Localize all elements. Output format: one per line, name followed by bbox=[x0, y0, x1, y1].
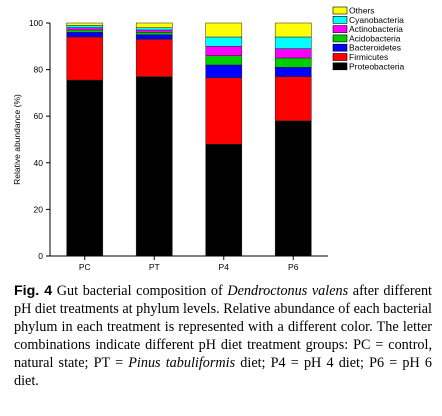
bar-p6-cyanobacteria bbox=[274, 36, 312, 49]
y-ticks-group: 0 20 40 60 80 100 bbox=[29, 18, 50, 261]
bar-p4-others bbox=[205, 22, 243, 38]
legend-label-cyanobacteria: Cyanobacteria bbox=[349, 15, 404, 25]
y-tick-label-40: 40 bbox=[34, 158, 44, 168]
stacked-bar-chart: 0 20 40 60 80 100 PC PT P4 P6 Relative abundance… bbox=[12, 6, 405, 273]
y-tick-label-60: 60 bbox=[34, 111, 44, 121]
y-tick-label-100: 100 bbox=[29, 18, 43, 28]
x-tick-label-p6: P6 bbox=[288, 262, 299, 272]
bar-p4-bacteroidetes bbox=[205, 64, 243, 79]
bar-p4-actinobacteria bbox=[205, 46, 243, 56]
caption-text-2: after different pH diet treatments at ph… bbox=[14, 283, 432, 371]
bar-pc-cyanobacteria bbox=[66, 25, 104, 28]
x-ticks-group: PC PT P4 P6 bbox=[79, 256, 299, 272]
bar-p4-proteobacteria bbox=[205, 143, 243, 257]
bar-p4-acidobacteria bbox=[205, 55, 243, 66]
bar-pt-others bbox=[135, 22, 173, 28]
bar-pc-proteobacteria bbox=[66, 79, 104, 257]
bar-pc-acidobacteria bbox=[66, 29, 104, 33]
bar-p6-acidobacteria bbox=[274, 57, 312, 68]
figure-label: Fig. 4 bbox=[14, 283, 53, 299]
bar-pt-bacteroidetes bbox=[135, 34, 173, 40]
bar-pc-others bbox=[66, 22, 104, 26]
bar-p6-actinobacteria bbox=[274, 48, 312, 59]
y-tick-label-80: 80 bbox=[34, 65, 44, 75]
bar-pt-acidobacteria bbox=[135, 32, 173, 35]
x-tick-label-pc: PC bbox=[79, 262, 91, 272]
bar-pc-firmicutes bbox=[66, 36, 104, 81]
bar-pt-actinobacteria bbox=[135, 29, 173, 33]
legend-label-others: Others bbox=[349, 6, 375, 16]
bar-p6-firmicutes bbox=[274, 76, 312, 122]
caption-body: Gut bacterial composition of Dendroctonu… bbox=[14, 283, 432, 389]
legend: OthersCyanobacteriaActinobacteriaAcidoba… bbox=[332, 6, 405, 71]
legend-label-acidobacteria: Acidobacteria bbox=[349, 33, 401, 43]
bar-pt-proteobacteria bbox=[135, 76, 173, 257]
bar-p6-bacteroidetes bbox=[274, 67, 312, 77]
legend-swatch-acidobacteria bbox=[332, 34, 348, 43]
caption-text-4: diet; P4 = pH 4 diet; P6 = pH 6 diet. bbox=[14, 355, 432, 389]
bar-p6-others bbox=[274, 22, 312, 38]
caption-text-3: Pinus tabuliformis bbox=[128, 355, 236, 371]
bar-p6-proteobacteria bbox=[274, 120, 312, 257]
bars-group bbox=[66, 22, 312, 257]
x-tick-label-p4: P4 bbox=[219, 262, 230, 272]
legend-label-firmicutes: Firmicutes bbox=[349, 52, 388, 62]
legend-swatch-others bbox=[332, 6, 348, 15]
caption-text-1: Dendroctonus valens bbox=[227, 283, 349, 299]
bar-p4-firmicutes bbox=[205, 77, 243, 145]
y-tick-label-20: 20 bbox=[34, 204, 44, 214]
bar-pt-cyanobacteria bbox=[135, 27, 173, 31]
bar-pc-actinobacteria bbox=[66, 27, 104, 31]
bar-p4-cyanobacteria bbox=[205, 36, 243, 47]
legend-label-bacteroidetes: Bacteroidetes bbox=[349, 43, 401, 53]
legend-swatch-bacteroidetes bbox=[332, 43, 348, 52]
legend-swatch-proteobacteria bbox=[332, 62, 348, 71]
caption-text-0: Gut bacterial composition of bbox=[52, 283, 228, 299]
legend-label-proteobacteria: Proteobacteria bbox=[349, 61, 405, 71]
legend-swatch-actinobacteria bbox=[332, 25, 348, 33]
legend-swatch-cyanobacteria bbox=[332, 15, 348, 24]
y-axis-title: Relative abundance (%) bbox=[12, 94, 22, 185]
legend-label-actinobacteria: Actinobacteria bbox=[349, 24, 403, 34]
y-tick-label-0: 0 bbox=[38, 251, 43, 261]
bar-pt-firmicutes bbox=[135, 39, 173, 77]
bar-pc-bacteroidetes bbox=[66, 32, 104, 38]
figure-caption: Fig. 4 Gut bacterial composition of Dend… bbox=[14, 282, 432, 390]
x-tick-label-pt: PT bbox=[149, 262, 160, 272]
legend-swatch-firmicutes bbox=[332, 53, 348, 61]
